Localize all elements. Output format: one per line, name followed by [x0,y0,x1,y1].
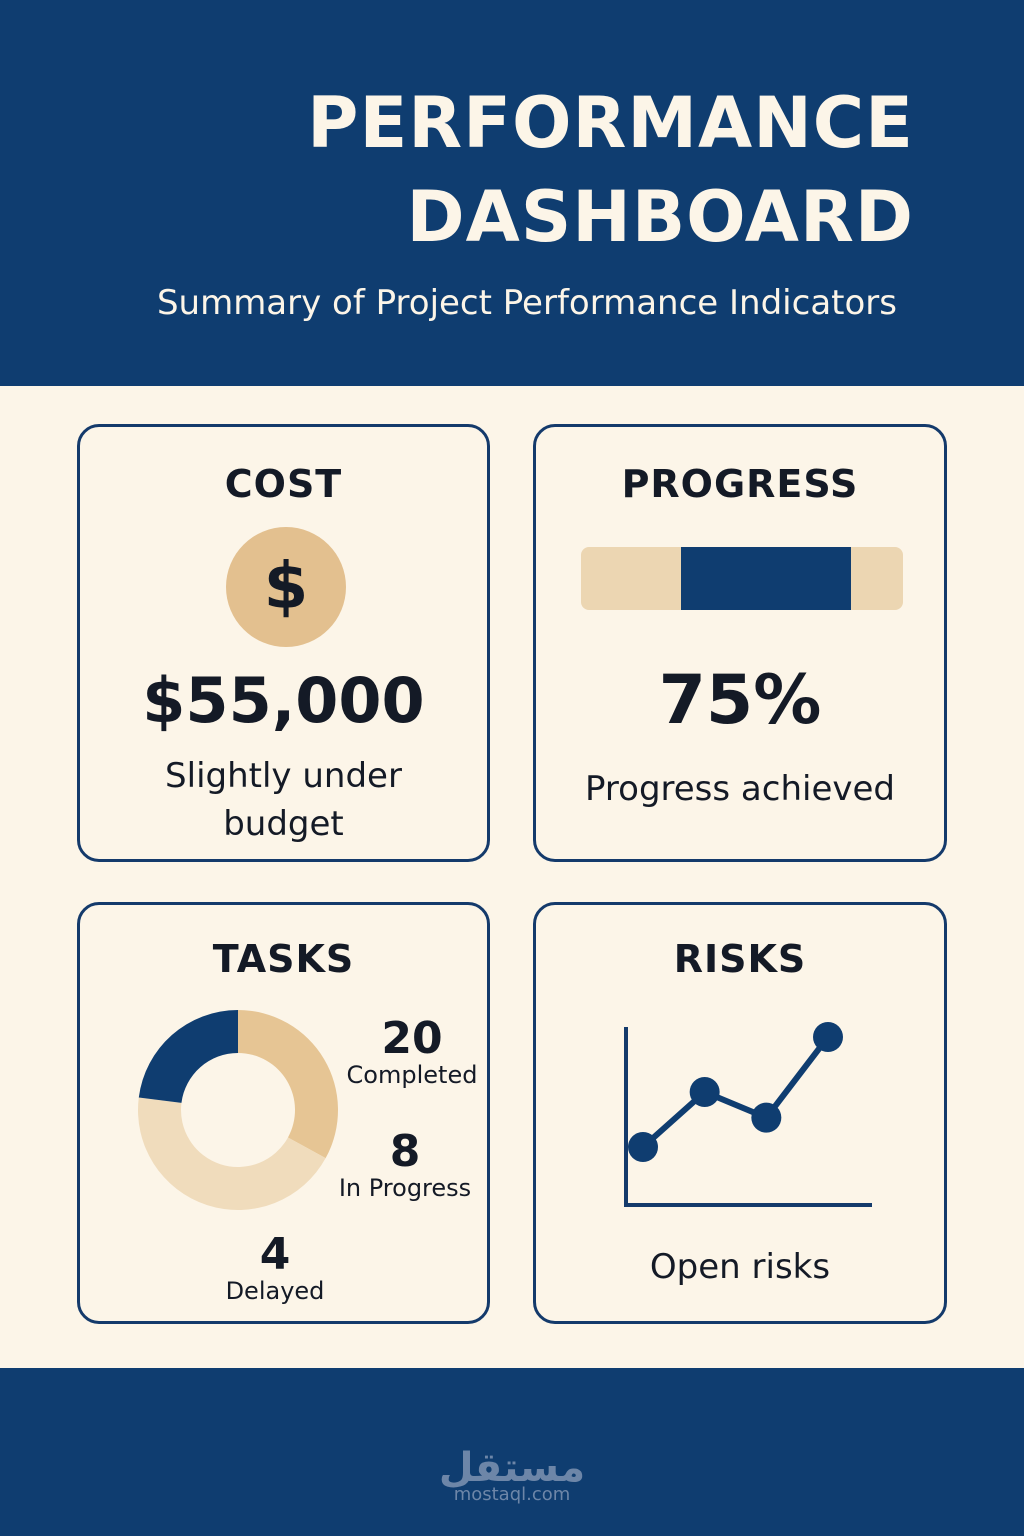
mostaql-logo: مستقل [438,1445,586,1491]
tasks-delayed-count: 4 [259,1229,291,1280]
risks-card-title: RISKS [673,937,807,981]
cost-note: Slightly under budget [165,756,402,844]
progress-percent: 75% [658,661,822,740]
risks-trend-point-2 [689,1077,720,1107]
tasks-in-progress-stat: 8 In Progress [330,1130,480,1203]
progress-bar [581,547,903,610]
donut-segment-3 [138,1010,238,1103]
donut-segment-2 [138,1097,326,1210]
cost-card-title: COST [224,462,343,506]
risks-card: RISKS Open risks [533,902,947,1324]
risks-trend-line [641,1035,831,1150]
progress-card-title: PROGRESS [621,462,859,506]
risks-trend-chart [624,1022,872,1207]
tasks-in-progress-count: 8 [389,1126,421,1177]
page-title-line-1: PERFORMANCE [307,82,914,164]
dollar-sign-glyph: $ [263,550,309,624]
tasks-delayed-label: Delayed [225,1277,325,1305]
risks-trend-point-4 [813,1022,843,1052]
page-title-line-2: DASHBOARD [406,176,914,258]
footer-banner: مستقل mostaql.com [0,1368,1024,1536]
progress-bar-fill [680,547,852,610]
tasks-donut-chart [138,1010,338,1210]
donut-segment-1 [238,1010,338,1159]
tasks-completed-label: Completed [346,1061,478,1089]
header-banner: PERFORMANCE DASHBOARD Summary of Project… [0,0,1024,386]
progress-note: Progress achieved [585,769,895,809]
risks-trend-point-3 [751,1102,782,1133]
page-subtitle: Summary of Project Performance Indicator… [156,283,897,323]
cost-card: COST $ $55,000 Slightly under budget [77,424,490,862]
progress-card: PROGRESS 75% Progress achieved [533,424,947,862]
tasks-delayed-stat: 4 Delayed [200,1233,350,1306]
mostaql-url: mostaql.com [453,1484,571,1505]
risks-note: Open risks [649,1247,831,1287]
tasks-completed-count: 20 [381,1013,443,1064]
tasks-card-title: TASKS [212,937,355,981]
dollar-coin-icon: $ [226,527,346,647]
tasks-card: TASKS 20 Completed 8 In Progress 4 Delay… [77,902,490,1324]
tasks-in-progress-label: In Progress [338,1174,472,1202]
risks-trend-point-1 [628,1132,658,1162]
cost-value: $55,000 [142,664,425,737]
tasks-completed-stat: 20 Completed [342,1017,482,1090]
